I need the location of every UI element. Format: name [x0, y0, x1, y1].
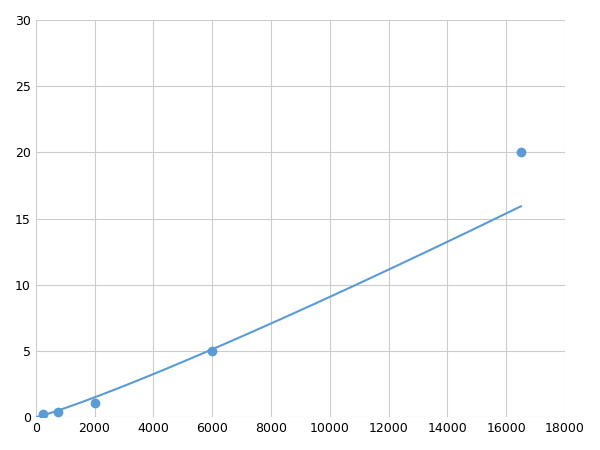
Point: [90, 399, 100, 406]
Point: [53, 408, 62, 415]
Point: [516, 149, 526, 156]
Point: [208, 347, 217, 355]
Point: [38, 411, 48, 418]
